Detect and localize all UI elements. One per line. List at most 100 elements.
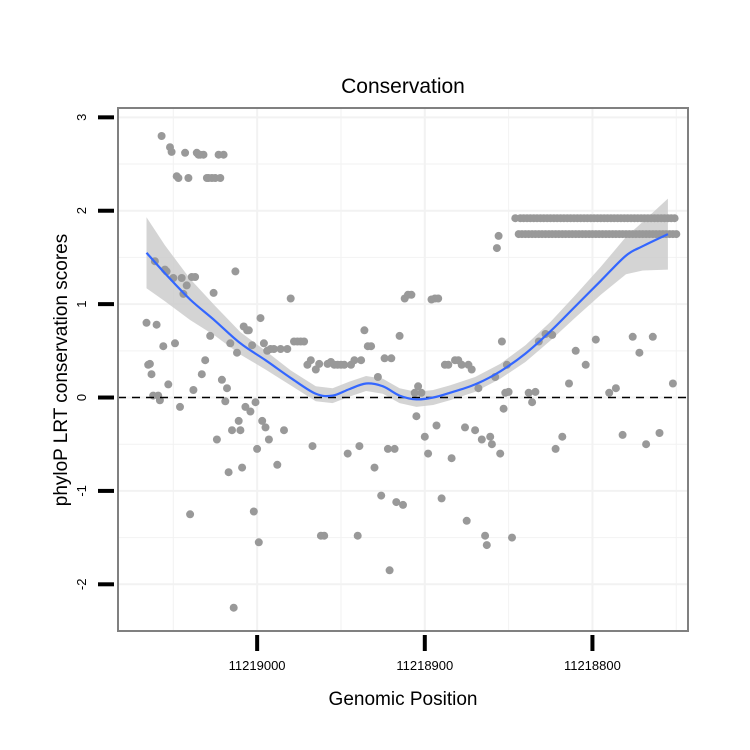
data-point — [392, 498, 401, 507]
data-point — [231, 267, 240, 276]
data-point — [259, 339, 268, 348]
data-point — [201, 356, 210, 365]
data-point — [355, 442, 364, 451]
smooth-fit-line — [145, 233, 669, 401]
data-point — [197, 370, 206, 379]
data-point — [471, 426, 480, 435]
data-point — [414, 382, 423, 391]
data-point — [531, 387, 540, 396]
data-point — [360, 326, 369, 335]
data-point — [249, 507, 258, 516]
data-point — [383, 444, 392, 453]
data-point — [226, 339, 235, 348]
x-axis-label: Genomic Position — [329, 689, 478, 710]
data-point — [399, 500, 407, 509]
data-point — [244, 326, 253, 335]
data-point — [145, 359, 154, 368]
data-point — [390, 444, 399, 453]
data-point — [367, 342, 376, 351]
y-axis: -2 -1 0 1 2 3 — [74, 114, 114, 590]
data-point — [565, 379, 573, 388]
data-point — [283, 345, 292, 353]
data-point — [611, 384, 620, 393]
data-point — [635, 348, 644, 357]
data-point — [300, 337, 309, 346]
data-point — [258, 416, 267, 425]
data-point — [264, 435, 273, 444]
data-point — [462, 516, 471, 525]
data-point — [142, 318, 151, 327]
panel-background — [118, 108, 688, 631]
data-point — [171, 339, 179, 348]
data-point — [273, 460, 282, 469]
data-point — [261, 423, 270, 432]
data-point — [253, 444, 262, 453]
data-point — [228, 426, 236, 435]
data-point — [474, 384, 483, 393]
data-point — [541, 330, 550, 338]
data-point — [424, 449, 433, 458]
data-point — [280, 426, 288, 435]
data-point — [217, 375, 226, 384]
data-point — [395, 331, 404, 340]
data-point — [167, 147, 176, 156]
data-point — [477, 435, 486, 444]
data-point — [467, 365, 476, 374]
data-point — [370, 463, 379, 472]
data-point — [672, 230, 681, 239]
data-point — [216, 174, 225, 182]
data-point — [221, 397, 230, 406]
data-point — [407, 290, 416, 299]
data-point — [591, 335, 600, 344]
data-point — [181, 148, 190, 157]
x-tick-label: 11218900 — [396, 658, 453, 673]
y-tick-label: 2 — [74, 207, 89, 214]
data-point — [186, 510, 195, 519]
data-point — [254, 538, 263, 547]
data-point — [269, 345, 278, 353]
y-axis-label: phyloP LRT conservation scores — [51, 234, 72, 507]
data-point — [233, 348, 241, 357]
data-point — [209, 288, 218, 297]
data-point — [238, 463, 247, 472]
data-point — [373, 373, 382, 381]
y-tick-label: -1 — [74, 485, 89, 497]
data-point — [191, 273, 200, 281]
data-point — [420, 432, 429, 441]
data-point — [571, 346, 580, 355]
data-point — [343, 449, 352, 458]
data-point — [524, 388, 533, 397]
data-point — [246, 407, 255, 416]
data-point — [444, 360, 453, 369]
data-point — [461, 423, 469, 432]
data-point — [206, 331, 215, 340]
data-point — [377, 491, 386, 500]
data-point — [410, 388, 419, 397]
data-point — [234, 416, 243, 425]
data-point — [199, 150, 208, 159]
data-point — [496, 449, 505, 458]
x-axis: 11219000 11218900 11218800 — [229, 635, 621, 673]
data-point — [286, 294, 295, 303]
panel-border — [117, 107, 689, 632]
data-point — [159, 342, 168, 351]
data-point — [164, 380, 173, 389]
data-point — [618, 430, 627, 439]
data-point — [308, 442, 317, 451]
data-point — [256, 314, 265, 323]
data-point — [447, 454, 456, 463]
data-point — [174, 174, 183, 182]
y-tick-label: 1 — [74, 300, 89, 307]
data-point — [350, 356, 359, 365]
data-point — [182, 281, 191, 290]
data-point — [434, 294, 443, 303]
grid-layer — [118, 108, 688, 631]
data-point — [251, 398, 260, 407]
data-point — [223, 384, 231, 393]
data-point — [320, 531, 329, 540]
data-point — [412, 412, 421, 421]
data-point — [499, 404, 508, 413]
smooth-fit-layer — [145, 233, 669, 401]
data-point — [655, 429, 664, 437]
